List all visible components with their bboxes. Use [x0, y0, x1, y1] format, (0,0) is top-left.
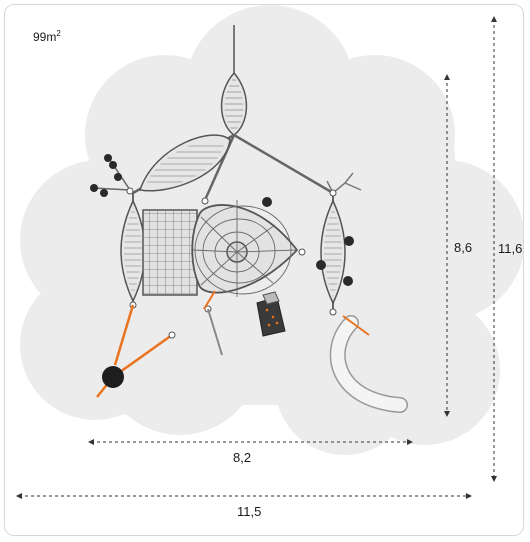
left-ball-cluster: [90, 154, 134, 197]
spider-web-net: [191, 197, 306, 313]
top-leaf-net: [220, 25, 248, 136]
diagonal-leaf-net: [139, 134, 231, 192]
playground-diagram: [16, 5, 523, 499]
dimension-lines: [16, 16, 497, 499]
climbing-panel: [256, 291, 286, 337]
area-unit-superscript: 2: [56, 29, 61, 38]
right-vertical-net: [316, 189, 354, 316]
area-label: 99m2: [33, 29, 61, 44]
inner-width-label: 8,2: [233, 450, 252, 465]
curved-tube: [329, 315, 408, 413]
outer-height-label: 11,6: [498, 241, 523, 256]
drawing-frame: 99m2 8,2 11,5 8,6 11,6: [4, 4, 524, 536]
inner-height-label: 8,6: [454, 240, 473, 255]
rectangular-net: [142, 209, 198, 296]
spinner-base: [96, 290, 223, 398]
outer-width-label: 11,5: [237, 504, 262, 519]
